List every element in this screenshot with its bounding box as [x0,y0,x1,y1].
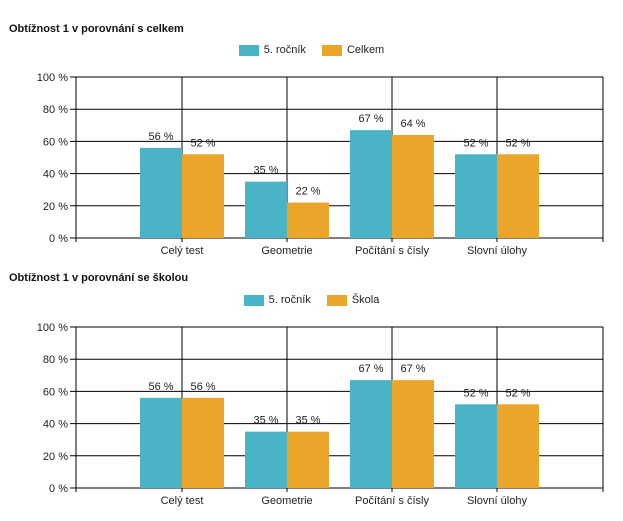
data-label: 56 % [148,131,173,143]
legend-swatch [326,294,347,306]
legend-label: Škola [351,294,380,306]
bar [140,147,182,238]
data-label: 52 % [190,137,215,149]
chart-title: Obtížnost 1 v porovnání se školou [9,272,189,284]
y-tick-label: 100 % [37,322,68,334]
legend-item-series-1: 5. ročník [243,294,311,306]
x-tick-label: Celý test [161,245,204,257]
chart-panel-1: Obtížnost 1 v porovnání s celkem 5. ročn… [0,0,623,260]
y-tick-label: 80 % [43,354,68,366]
legend-item-series-1: 5. ročník [238,44,306,56]
bar-chart-plot: 0 % 20 % 40 % 60 % 80 % 100 % 56 % 52 % Celý tes… [37,72,604,257]
y-tick-label: 0 % [49,483,68,495]
bar [392,134,434,238]
legend-label: 5. ročník [263,44,306,56]
data-label: 64 % [400,118,425,130]
legend-item-series-2: Celkem [321,44,385,56]
data-label: 52 % [505,137,530,149]
y-tick-label: 60 % [43,136,68,148]
chart-legend: 5. ročník Škola [0,294,623,306]
bar [182,154,224,238]
y-tick-label: 40 % [43,169,68,181]
legend-item-series-2: Škola [326,294,380,306]
y-tick-label: 20 % [43,451,68,463]
data-label: 22 % [295,186,320,198]
x-tick-label: Slovní úlohy [467,495,527,507]
data-label: 52 % [463,137,488,149]
data-label: 35 % [253,165,278,177]
data-label: 67 % [358,113,383,125]
bar [140,397,182,488]
bar [350,130,392,238]
bar [497,404,539,488]
x-tick-label: Geometrie [261,495,312,507]
data-label: 56 % [190,381,215,393]
x-tick-label: Celý test [161,495,204,507]
bar [245,431,287,488]
y-tick-label: 40 % [43,419,68,431]
legend-swatch [321,44,342,56]
data-label: 67 % [400,363,425,375]
bar [350,380,392,488]
x-tick-label: Geometrie [261,245,312,257]
legend-label: Celkem [346,44,385,56]
bar [455,404,497,488]
y-tick-label: 60 % [43,386,68,398]
bar [182,397,224,488]
data-label: 67 % [358,363,383,375]
legend-swatch [238,44,259,56]
y-tick-label: 100 % [37,72,68,84]
data-label: 35 % [295,415,320,427]
legend-swatch [243,294,264,306]
bar [455,154,497,238]
x-tick-label: Počítání s čísly [355,495,429,507]
y-tick-label: 80 % [43,104,68,116]
x-tick-label: Slovní úlohy [467,245,527,257]
bar [497,154,539,238]
data-label: 56 % [148,381,173,393]
chart-title: Obtížnost 1 v porovnání s celkem [9,23,184,35]
y-tick-label: 20 % [43,201,68,213]
y-tick-label: 0 % [49,233,68,245]
legend-label: 5. ročník [268,294,311,306]
data-label: 52 % [463,387,488,399]
bar [392,380,434,488]
bar [287,202,329,238]
chart-legend: 5. ročník Celkem [0,44,623,56]
x-tick-label: Počítání s čísly [355,245,429,257]
data-label: 52 % [505,387,530,399]
bar [245,181,287,238]
bar [287,431,329,488]
data-label: 35 % [253,415,278,427]
